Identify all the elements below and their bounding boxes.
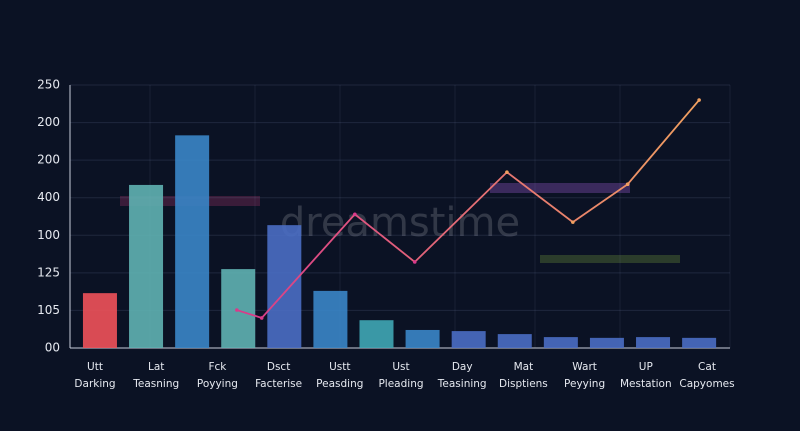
line-point — [353, 212, 357, 217]
bar — [267, 225, 302, 348]
bar — [636, 337, 671, 348]
bar — [451, 331, 486, 348]
bar — [497, 334, 532, 348]
bar — [175, 135, 210, 348]
line-point — [235, 308, 239, 312]
x-label-top: Utt — [87, 361, 103, 373]
x-label-top: Lat — [148, 361, 164, 373]
y-tick-label: 00 — [45, 341, 60, 355]
line-point — [505, 170, 509, 174]
x-label-top: Fck — [208, 361, 227, 373]
bar — [221, 269, 256, 348]
y-tick-label: 250 — [37, 78, 60, 92]
decor — [490, 183, 630, 193]
bar — [589, 337, 624, 348]
bar — [82, 293, 117, 348]
watermark: dreamstime — [280, 200, 520, 246]
decor — [540, 255, 680, 263]
x-label-bottom: Darking — [74, 378, 115, 390]
x-label-top: Dsct — [267, 361, 290, 373]
y-tick-label: 105 — [37, 303, 60, 317]
x-label-top: UP — [639, 361, 653, 373]
line-point — [412, 260, 417, 264]
bar — [313, 290, 348, 348]
bar — [405, 329, 440, 348]
bar — [682, 337, 717, 348]
line-point — [697, 98, 701, 102]
y-tick-label: 200 — [37, 115, 60, 129]
y-tick-label: 125 — [37, 265, 60, 279]
line-point — [625, 182, 630, 186]
x-label-bottom: Disptiens — [499, 378, 548, 390]
y-tick-label: 100 — [37, 228, 60, 242]
y-tick-label: 400 — [37, 190, 60, 204]
x-label-top: Cat — [698, 361, 716, 373]
x-label-bottom: Facterise — [255, 378, 302, 390]
x-label-bottom: Pleading — [378, 378, 423, 390]
bar — [129, 184, 164, 348]
x-label-bottom: Teasning — [132, 378, 179, 390]
line-point — [259, 316, 264, 320]
x-label-bottom: Poyying — [197, 378, 238, 390]
x-label-bottom: Capyomes — [679, 378, 734, 390]
line — [236, 99, 700, 319]
y-tick-label: 200 — [37, 153, 60, 167]
x-label-top: Wart — [572, 361, 597, 373]
bar — [359, 320, 394, 348]
x-label-bottom: Peasding — [316, 378, 363, 390]
x-label-top: Ustt — [329, 361, 350, 373]
x-label-bottom: Teasining — [437, 378, 487, 390]
line-point — [571, 220, 575, 224]
x-label-bottom: Mestation — [620, 378, 672, 390]
bar — [543, 337, 578, 348]
x-label-top: Day — [452, 361, 473, 373]
x-label-bottom: Peyying — [564, 378, 605, 390]
x-label-top: Mat — [514, 361, 534, 373]
x-label-top: Ust — [392, 361, 409, 373]
